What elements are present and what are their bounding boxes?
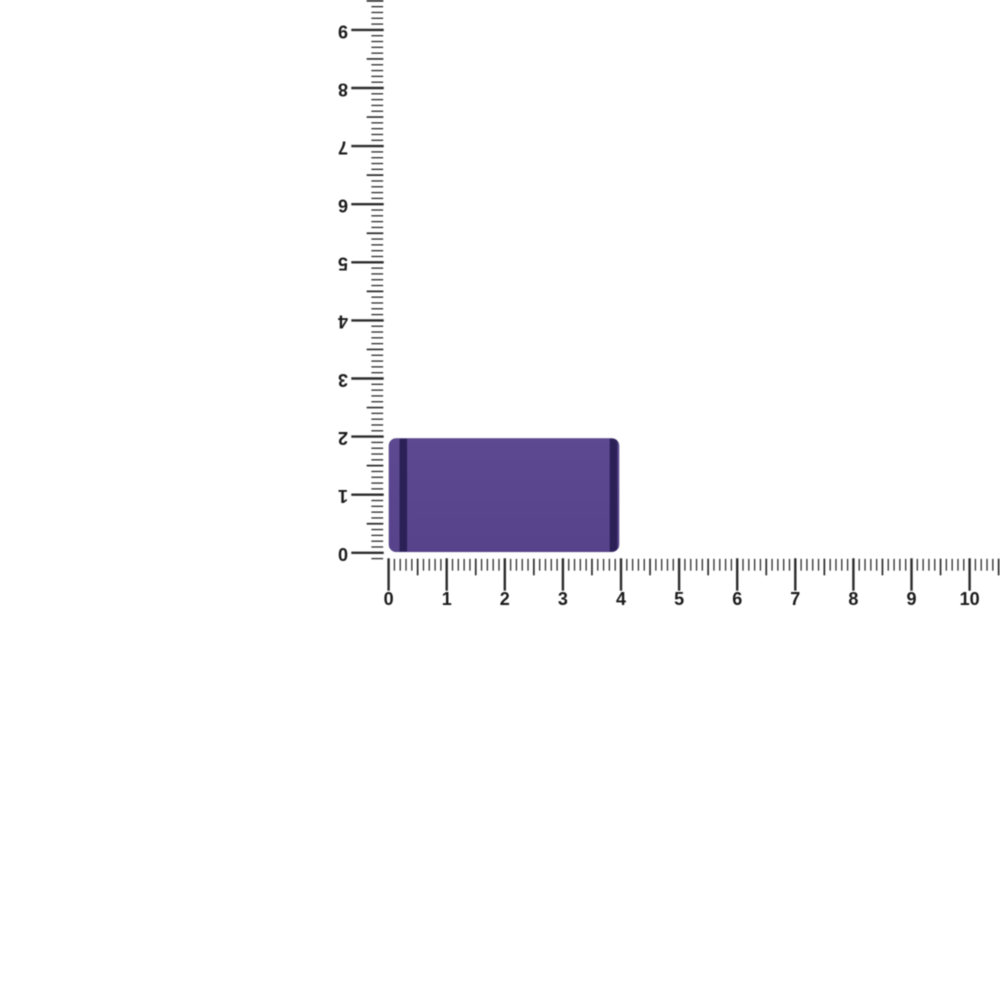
svg-text:0: 0 <box>338 544 348 564</box>
svg-text:9: 9 <box>338 21 348 41</box>
svg-text:5: 5 <box>674 589 684 609</box>
svg-text:8: 8 <box>848 589 858 609</box>
svg-text:2: 2 <box>338 428 348 448</box>
svg-text:0: 0 <box>384 589 394 609</box>
svg-text:1: 1 <box>338 486 348 506</box>
svg-text:9: 9 <box>906 589 916 609</box>
svg-text:6: 6 <box>338 196 348 216</box>
svg-text:4: 4 <box>338 312 348 332</box>
svg-text:7: 7 <box>790 589 800 609</box>
svg-text:8: 8 <box>338 79 348 99</box>
svg-text:5: 5 <box>338 254 348 274</box>
svg-text:1: 1 <box>442 589 452 609</box>
svg-text:10: 10 <box>960 589 980 609</box>
svg-text:3: 3 <box>558 589 568 609</box>
svg-text:6: 6 <box>732 589 742 609</box>
svg-text:2: 2 <box>500 589 510 609</box>
svg-text:7: 7 <box>338 137 348 157</box>
svg-text:4: 4 <box>616 589 626 609</box>
svg-text:3: 3 <box>338 370 348 390</box>
